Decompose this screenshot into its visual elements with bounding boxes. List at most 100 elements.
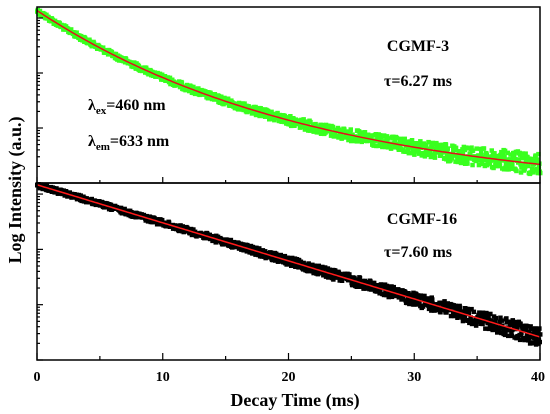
data-point [460, 150, 466, 156]
data-point [95, 202, 100, 207]
data-point [402, 136, 407, 142]
data-point [426, 139, 431, 145]
data-point [497, 163, 503, 168]
data-point [196, 86, 201, 91]
data-point [514, 168, 519, 174]
data-point [528, 170, 533, 175]
data-point [459, 157, 464, 163]
data-point [225, 96, 231, 101]
data-point [470, 162, 475, 168]
data-point [396, 287, 401, 292]
data-point [364, 280, 369, 285]
data-point [458, 153, 463, 159]
data-point [532, 329, 537, 334]
data-point [525, 324, 531, 329]
data-point [411, 146, 417, 151]
data-point [369, 287, 374, 292]
data-point [520, 151, 526, 156]
data-point [306, 268, 311, 274]
bottom-panel-fit-curve [36, 184, 541, 338]
x-tick-label: 10 [156, 370, 170, 385]
data-point [518, 332, 524, 338]
data-point [269, 109, 274, 115]
data-point [456, 159, 461, 164]
data-point [505, 150, 510, 156]
data-point [461, 155, 466, 160]
data-point [516, 157, 522, 162]
data-point [203, 235, 208, 240]
data-point [497, 159, 502, 164]
data-point [159, 217, 165, 223]
data-point [322, 265, 328, 270]
data-point [497, 319, 502, 325]
data-point [509, 333, 515, 339]
data-point [505, 157, 510, 162]
top-panel-lifetime: τ=6.27 ms [384, 73, 452, 90]
data-point [494, 153, 499, 159]
data-point [486, 326, 492, 332]
data-point [289, 263, 294, 268]
data-point [244, 109, 250, 115]
data-point [447, 152, 453, 157]
data-point [191, 227, 196, 232]
data-point [129, 210, 134, 215]
data-point [440, 303, 445, 309]
data-point [444, 310, 449, 315]
data-point [536, 337, 542, 342]
data-point [374, 289, 380, 294]
data-point [352, 277, 358, 283]
data-point [506, 333, 511, 339]
data-point [448, 313, 454, 319]
data-point [438, 310, 443, 315]
data-point [489, 325, 495, 330]
data-point [508, 166, 514, 171]
data-point [527, 329, 532, 334]
data-point [308, 119, 313, 125]
data-point [432, 308, 437, 313]
data-point [404, 139, 409, 144]
data-point [533, 337, 538, 342]
data-point [462, 309, 467, 315]
data-point [421, 141, 427, 146]
data-point [391, 284, 396, 290]
excitation-value: =460 nm [106, 97, 166, 114]
data-point [359, 139, 364, 145]
data-point [461, 144, 467, 150]
y-axis-title: Log Intensity (a.u.) [5, 116, 26, 263]
data-point [392, 145, 398, 150]
data-point [524, 332, 530, 338]
data-point [478, 158, 483, 163]
excitation-subscript: ex [96, 105, 107, 117]
data-point [234, 244, 239, 250]
bottom-panel-lifetime: τ=7.60 ms [384, 244, 452, 261]
data-point [192, 229, 198, 235]
data-point [534, 334, 540, 340]
data-point [406, 291, 411, 296]
data-point [478, 146, 483, 152]
data-point [288, 114, 293, 119]
data-point [449, 156, 455, 161]
data-point [480, 321, 485, 327]
axis-ticks [36, 17, 541, 361]
data-point [528, 324, 533, 329]
data-point [499, 149, 504, 155]
data-point [428, 154, 434, 160]
data-point [257, 246, 262, 251]
data-point [268, 250, 274, 255]
data-point [122, 206, 127, 212]
data-point [517, 152, 523, 157]
data-point [406, 150, 412, 156]
data-point [389, 294, 395, 300]
data-point [376, 136, 382, 141]
data-point [442, 299, 447, 304]
top-panel-sample-name: CGMF-3 [387, 38, 449, 55]
data-point [533, 153, 538, 158]
data-point [492, 151, 497, 156]
data-point [354, 139, 359, 144]
data-point [458, 160, 464, 166]
emission-wavelength-label: λem=633 nm [88, 133, 170, 153]
data-point [259, 107, 265, 112]
data-point [473, 323, 479, 328]
data-point [427, 149, 433, 154]
data-point [108, 202, 114, 208]
